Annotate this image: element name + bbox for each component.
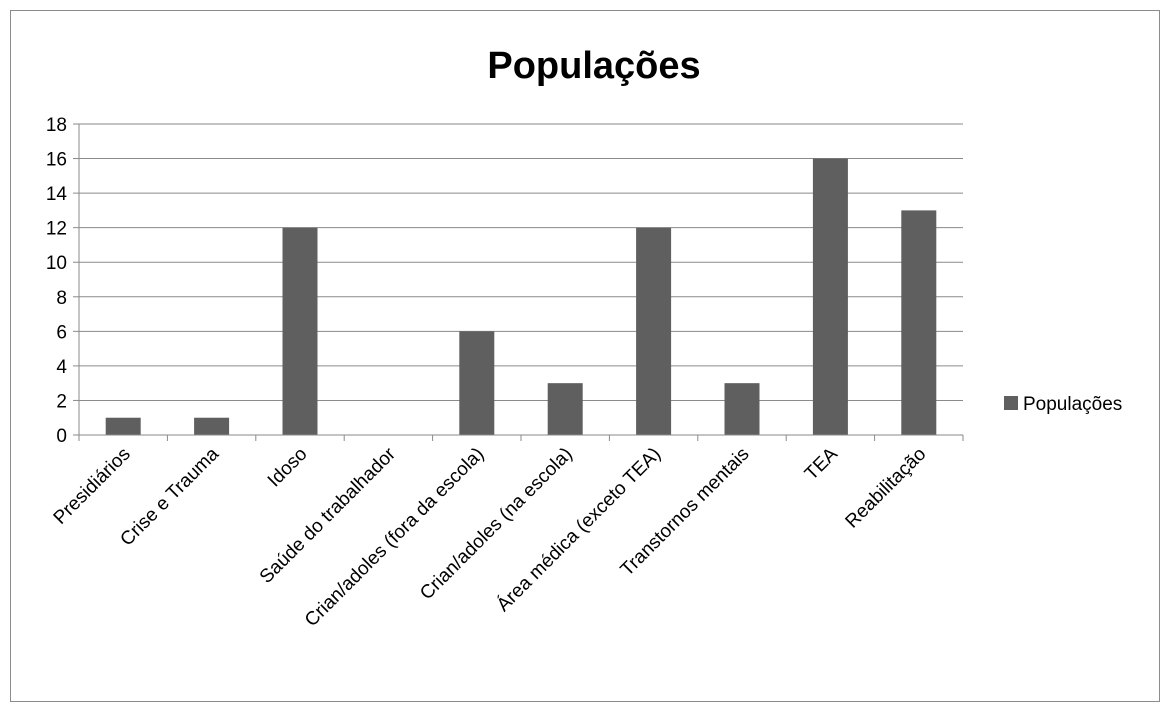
x-category-label: Idoso (264, 444, 312, 492)
x-category-label: Crian/adoles (na escola) (416, 444, 576, 604)
y-tick-label: 2 (56, 391, 67, 412)
chart-title: Populações (487, 45, 700, 87)
chart-frame (10, 10, 1160, 702)
x-category-label: Reabilitação (842, 444, 931, 533)
bar (282, 227, 318, 435)
legend: Populações (1004, 394, 1122, 415)
y-tick-label: 14 (46, 184, 68, 205)
y-tick-label: 18 (46, 115, 67, 136)
bars (105, 158, 937, 436)
y-tick-label: 4 (56, 357, 67, 378)
y-tick-label: 0 (56, 426, 67, 447)
bar (636, 227, 672, 435)
x-category-label: TEA (801, 443, 842, 484)
axes (78, 124, 964, 441)
bar (459, 331, 495, 435)
bar (724, 383, 760, 435)
bar (812, 158, 848, 436)
bar (194, 417, 230, 435)
y-tick-label: 10 (46, 253, 67, 274)
x-category-label: Presidiários (50, 444, 135, 529)
y-tick-label: 16 (46, 150, 67, 171)
y-tick-label: 12 (46, 219, 67, 240)
x-category-label: Área médica (exceto TEA) (493, 444, 665, 616)
legend-swatch (1004, 396, 1018, 410)
bar (547, 383, 583, 435)
y-axis-ticks: 0 2 4 6 8 10 12 14 16 18 (46, 115, 79, 447)
y-tick-label: 6 (56, 322, 67, 343)
bar (901, 210, 937, 435)
x-category-label: Crian/adoles (fora da escola) (301, 444, 488, 631)
bar (105, 417, 141, 435)
legend-label: Populações (1023, 394, 1122, 415)
y-tick-label: 8 (56, 288, 67, 309)
